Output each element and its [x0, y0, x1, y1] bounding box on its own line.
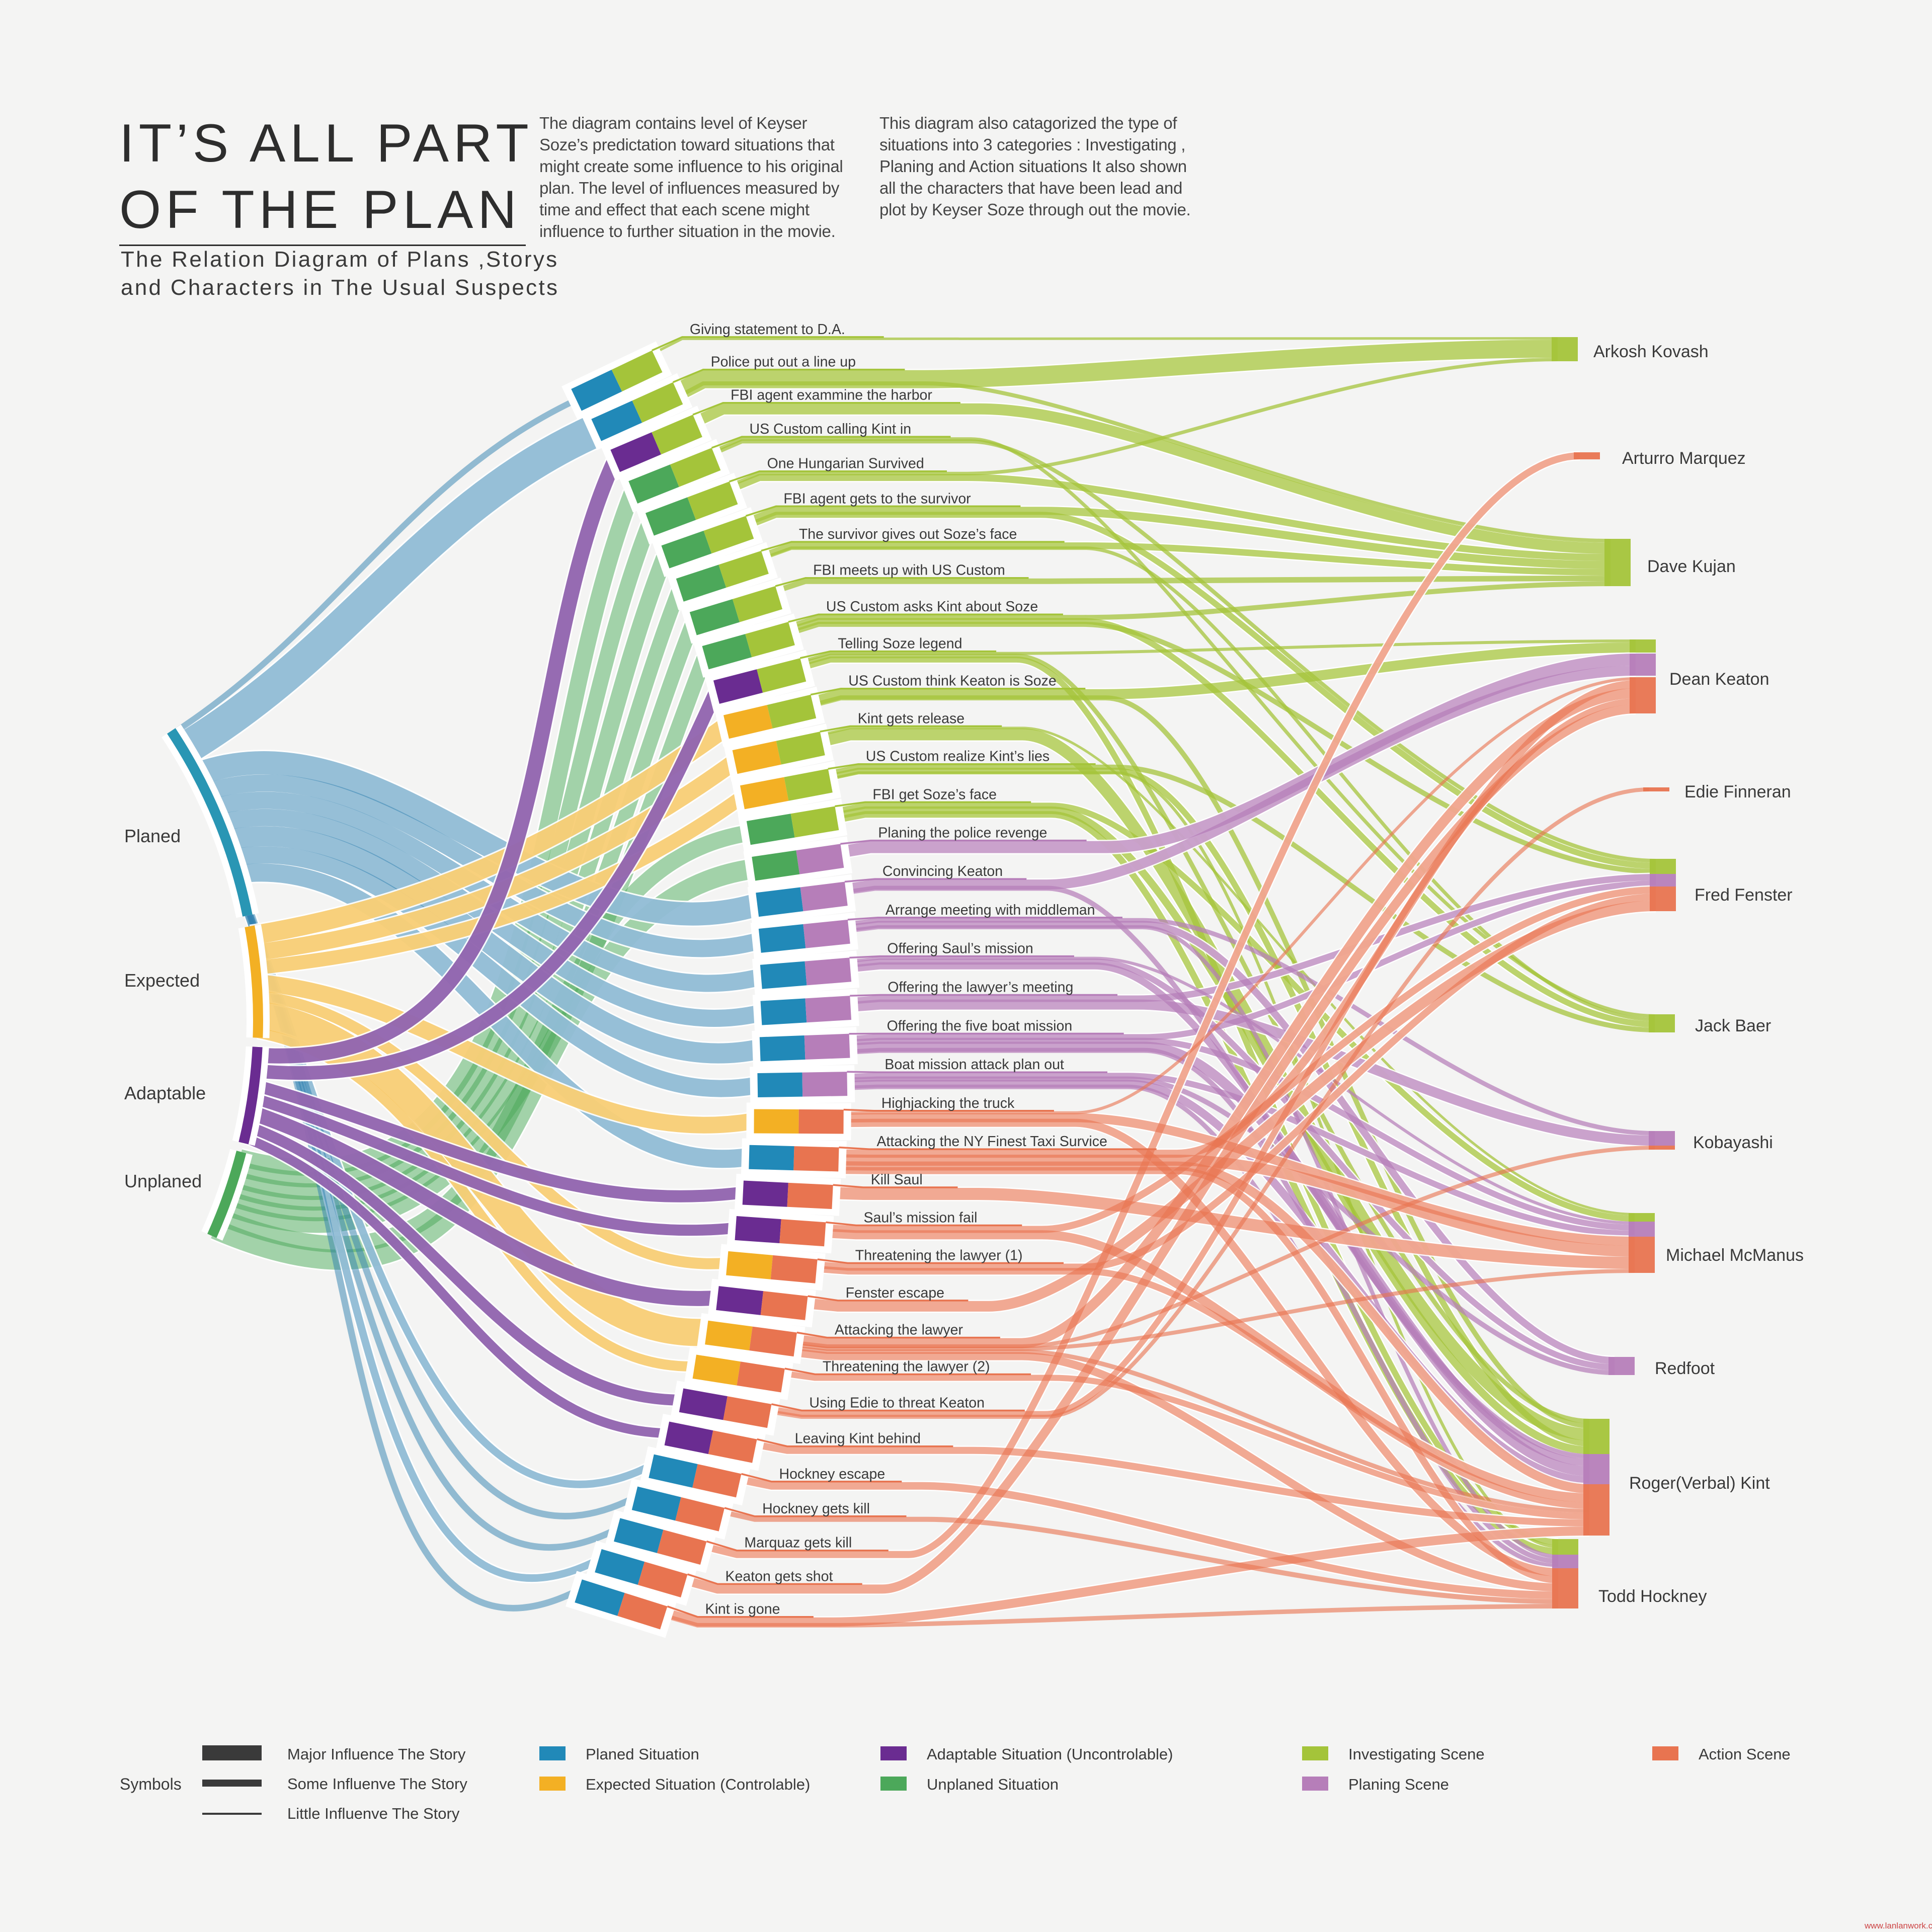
svg-text:www.lanlanwork.com: www.lanlanwork.com: [1864, 1921, 1932, 1930]
svg-text:This diagram also catagorized: This diagram also catagorized the type o…: [879, 114, 1177, 132]
svg-text:FBI get Soze’s face: FBI get Soze’s face: [872, 786, 997, 802]
svg-text:Expected: Expected: [124, 970, 200, 991]
svg-text:Adaptable Situation (Uncontrol: Adaptable Situation (Uncontrolable): [927, 1745, 1173, 1763]
svg-text:situations into 3 categories :: situations into 3 categories : Investiga…: [879, 135, 1185, 154]
svg-text:Arturro Marquez: Arturro Marquez: [1622, 449, 1746, 468]
svg-text:The diagram contains level of: The diagram contains level of Keyser: [539, 114, 807, 132]
svg-text:Offering Saul’s mission: Offering Saul’s mission: [887, 941, 1033, 957]
svg-text:plan. The level of influences: plan. The level of influences measured b…: [539, 179, 840, 197]
svg-text:Dave Kujan: Dave Kujan: [1647, 557, 1736, 576]
svg-text:Planing and Action situations: Planing and Action situations It also sh…: [879, 157, 1187, 176]
svg-text:Kill Saul: Kill Saul: [871, 1172, 923, 1188]
svg-text:Roger(Verbal) Kint: Roger(Verbal) Kint: [1629, 1474, 1770, 1493]
svg-text:Kint gets release: Kint gets release: [858, 710, 964, 727]
svg-text:Offering the five boat mission: Offering the five boat mission: [887, 1018, 1073, 1034]
svg-text:US Custom realize Kint’s lies: US Custom realize Kint’s lies: [866, 749, 1050, 765]
svg-text:Major Influence The Story: Major Influence The Story: [287, 1745, 466, 1763]
svg-text:Planing the police revenge: Planing the police revenge: [878, 825, 1047, 841]
svg-text:IT’S ALL PART: IT’S ALL PART: [119, 113, 533, 173]
svg-text:Keaton gets shot: Keaton gets shot: [726, 1568, 833, 1584]
svg-text:Adaptable: Adaptable: [124, 1083, 206, 1103]
svg-text:Jack Baer: Jack Baer: [1695, 1016, 1771, 1035]
svg-text:Michael McManus: Michael McManus: [1666, 1246, 1804, 1265]
svg-text:time and effect that each scen: time and effect that each scene might: [539, 200, 810, 219]
svg-text:Threatening the lawyer (2): Threatening the lawyer (2): [823, 1359, 990, 1375]
svg-text:Kint is gone: Kint is gone: [705, 1601, 780, 1618]
svg-text:might create some influence to: might create some influence to his origi…: [539, 157, 843, 176]
svg-text:and Characters in The Usual Su: and Characters in The Usual Suspects: [121, 275, 559, 300]
svg-text:Arkosh Kovash: Arkosh Kovash: [1593, 342, 1709, 361]
svg-text:Planed Situation: Planed Situation: [586, 1745, 699, 1763]
svg-text:plot by Keyser Soze through ou: plot by Keyser Soze through out the movi…: [879, 200, 1190, 219]
svg-text:US Custom asks Kint about Soze: US Custom asks Kint about Soze: [826, 599, 1038, 615]
svg-text:Hockney gets kill: Hockney gets kill: [762, 1501, 870, 1517]
svg-text:Arrange meeting with middleman: Arrange meeting with middleman: [886, 902, 1095, 918]
svg-text:US Custom calling Kint in: US Custom calling Kint in: [750, 421, 912, 437]
svg-text:Telling Soze legend: Telling Soze legend: [838, 636, 962, 652]
svg-text:Investigating Scene: Investigating Scene: [1348, 1745, 1485, 1763]
svg-text:The Relation Diagram of Plans: The Relation Diagram of Plans ,Storys: [121, 247, 558, 272]
svg-text:Symbols: Symbols: [120, 1775, 182, 1793]
svg-text:Soze’s predictation toward sit: Soze’s predictation toward situations th…: [539, 135, 835, 154]
svg-text:Dean Keaton: Dean Keaton: [1669, 670, 1769, 689]
svg-text:Little Influenve The Story: Little Influenve The Story: [287, 1805, 460, 1822]
svg-text:One Hungarian Survived: One Hungarian Survived: [767, 456, 924, 472]
svg-text:Marquaz gets kill: Marquaz gets kill: [744, 1535, 852, 1551]
svg-text:Attacking the lawyer: Attacking the lawyer: [835, 1322, 963, 1338]
svg-text:Unplaned: Unplaned: [124, 1171, 202, 1191]
svg-text:Giving statement to D.A.: Giving statement to D.A.: [690, 321, 845, 338]
svg-text:Attacking the NY Finest Taxi S: Attacking the NY Finest Taxi Survice: [877, 1134, 1107, 1150]
svg-text:Planed: Planed: [124, 826, 181, 846]
svg-text:Convincing Keaton: Convincing Keaton: [882, 863, 1003, 879]
svg-text:Police put out a line up: Police put out a line up: [711, 354, 856, 370]
svg-text:Kobayashi: Kobayashi: [1693, 1133, 1773, 1152]
svg-text:Some Influenve The Story: Some Influenve The Story: [287, 1775, 467, 1793]
svg-text:The survivor gives out Soze’s: The survivor gives out Soze’s face: [799, 526, 1017, 542]
svg-text:Edie Finneran: Edie Finneran: [1684, 782, 1791, 801]
svg-text:Saul’s mission fail: Saul’s mission fail: [864, 1210, 978, 1226]
svg-text:Expected Situation (Controlabl: Expected Situation (Controlable): [586, 1776, 810, 1793]
svg-text:Highjacking the truck: Highjacking the truck: [881, 1095, 1015, 1111]
svg-text:Planing Scene: Planing Scene: [1348, 1776, 1449, 1793]
svg-text:US Custom think Keaton is Soze: US Custom think Keaton is Soze: [848, 673, 1056, 689]
svg-text:influence to further situation: influence to further situation in the mo…: [539, 222, 835, 240]
svg-text:OF THE PLAN: OF THE PLAN: [119, 179, 521, 239]
svg-text:FBI agent exammine the harbor: FBI agent exammine the harbor: [731, 387, 932, 404]
svg-text:Fred Fenster: Fred Fenster: [1695, 886, 1793, 905]
svg-text:Action Scene: Action Scene: [1699, 1745, 1791, 1763]
svg-text:Offering the lawyer’s meeting: Offering the lawyer’s meeting: [888, 980, 1073, 996]
svg-text:Boat mission attack plan out: Boat mission attack plan out: [884, 1057, 1064, 1073]
svg-text:Hockney escape: Hockney escape: [779, 1466, 886, 1482]
svg-text:Todd Hockney: Todd Hockney: [1598, 1587, 1707, 1606]
svg-text:Threatening the lawyer (1): Threatening the lawyer (1): [855, 1248, 1023, 1264]
svg-text:FBI agent gets to the survivor: FBI agent gets to the survivor: [783, 491, 971, 507]
svg-text:Unplaned Situation: Unplaned Situation: [927, 1776, 1059, 1793]
svg-text:all the characters that have b: all the characters that have been lead a…: [879, 179, 1182, 197]
svg-text:Using Edie to threat Keaton: Using Edie to threat Keaton: [809, 1395, 985, 1411]
svg-text:Leaving Kint behind: Leaving Kint behind: [795, 1431, 921, 1447]
svg-text:Redfoot: Redfoot: [1655, 1359, 1715, 1378]
svg-text:Fenster escape: Fenster escape: [846, 1285, 944, 1301]
svg-text:FBI meets up with US Custom: FBI meets up with US Custom: [813, 562, 1005, 579]
